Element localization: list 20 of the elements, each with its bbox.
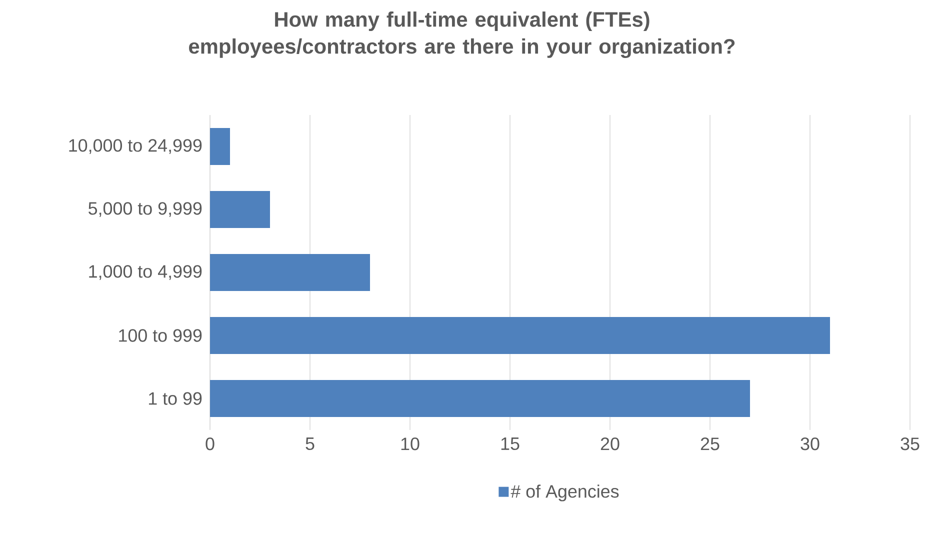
x-tick-label: 15 <box>501 438 520 450</box>
x-tick-label: 0 <box>206 438 214 450</box>
legend-label: # of Agencies <box>510 484 619 502</box>
bar <box>210 191 270 228</box>
x-tick-label: 20 <box>600 438 620 450</box>
bar <box>210 254 370 292</box>
x-tick-label: 10 <box>401 438 420 450</box>
y-tick-label: 10,000 to 24,999 <box>69 139 202 154</box>
chart-title: How many full-time equivalent (FTEs) employees/contractors are there in your organization? <box>189 12 735 58</box>
y-tick-label: 1,000 to 4,999 <box>89 265 202 280</box>
x-tick-label: 30 <box>800 438 820 450</box>
x-tick-label: 5 <box>306 438 314 450</box>
bar <box>210 380 750 418</box>
x-tick-label: 35 <box>900 438 920 450</box>
bar <box>210 317 830 354</box>
y-tick-label: 100 to 999 <box>119 329 202 342</box>
y-tick-label: 5,000 to 9,999 <box>88 202 202 217</box>
bar <box>210 128 230 166</box>
x-tick-label: 25 <box>700 438 720 450</box>
y-tick-label: 1 to 99 <box>149 392 202 405</box>
